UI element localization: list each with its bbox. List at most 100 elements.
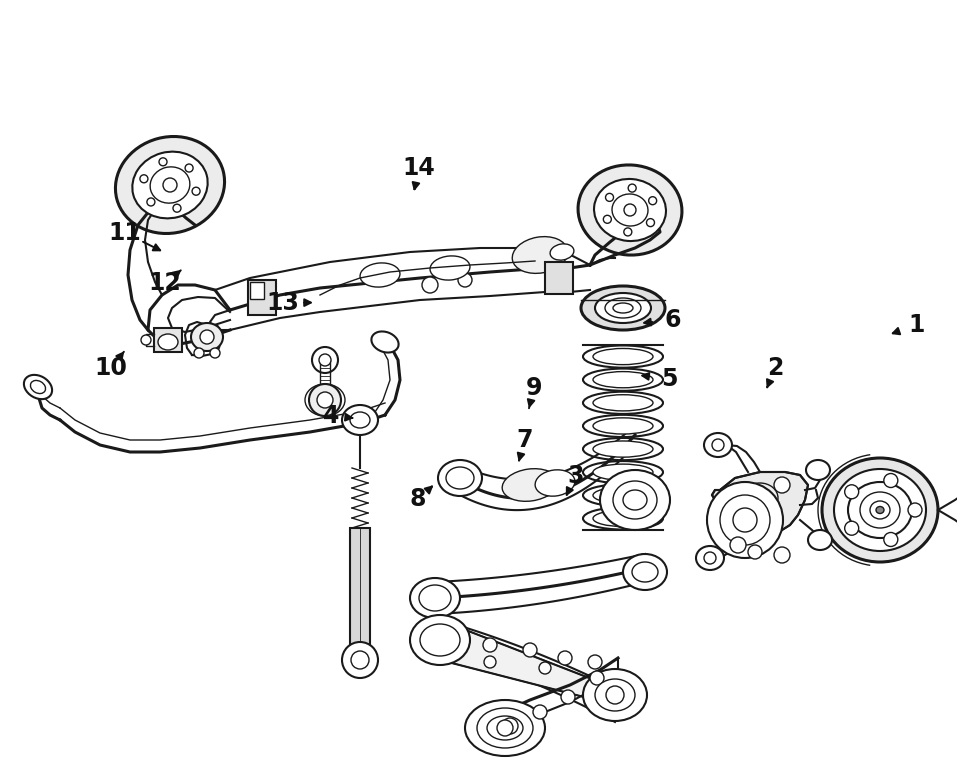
Ellipse shape xyxy=(593,349,653,365)
Text: 3: 3 xyxy=(568,464,585,488)
Ellipse shape xyxy=(512,236,568,273)
Ellipse shape xyxy=(583,669,647,721)
Ellipse shape xyxy=(593,395,653,411)
Circle shape xyxy=(845,521,858,535)
Ellipse shape xyxy=(371,331,399,353)
Ellipse shape xyxy=(583,484,663,507)
Ellipse shape xyxy=(632,562,658,582)
Ellipse shape xyxy=(583,507,663,530)
Ellipse shape xyxy=(191,323,223,351)
Ellipse shape xyxy=(550,244,574,260)
FancyBboxPatch shape xyxy=(250,282,264,299)
Ellipse shape xyxy=(583,346,663,367)
Ellipse shape xyxy=(158,334,178,350)
Circle shape xyxy=(484,656,496,668)
Text: 1: 1 xyxy=(908,313,925,337)
Circle shape xyxy=(561,690,575,704)
Circle shape xyxy=(431,631,449,649)
Circle shape xyxy=(173,204,181,213)
Circle shape xyxy=(192,187,200,196)
Circle shape xyxy=(845,485,858,499)
Ellipse shape xyxy=(593,441,653,457)
Circle shape xyxy=(908,503,922,517)
Ellipse shape xyxy=(605,298,641,318)
Ellipse shape xyxy=(583,369,663,391)
Ellipse shape xyxy=(860,492,900,528)
Ellipse shape xyxy=(593,511,653,527)
Ellipse shape xyxy=(410,578,460,618)
Text: 14: 14 xyxy=(403,156,435,180)
Circle shape xyxy=(606,193,613,202)
Ellipse shape xyxy=(876,507,884,514)
FancyBboxPatch shape xyxy=(545,262,573,294)
Circle shape xyxy=(428,591,442,605)
Circle shape xyxy=(730,537,746,553)
Circle shape xyxy=(884,474,898,487)
Circle shape xyxy=(624,204,636,216)
Ellipse shape xyxy=(465,700,545,756)
Polygon shape xyxy=(440,620,615,705)
Circle shape xyxy=(603,216,612,223)
Circle shape xyxy=(454,472,466,484)
Ellipse shape xyxy=(420,624,460,656)
Circle shape xyxy=(210,348,220,358)
Text: 7: 7 xyxy=(516,428,533,453)
Circle shape xyxy=(774,477,790,493)
Circle shape xyxy=(588,655,602,669)
Circle shape xyxy=(606,686,624,704)
Ellipse shape xyxy=(583,461,663,484)
Ellipse shape xyxy=(595,293,651,323)
Ellipse shape xyxy=(808,530,832,550)
Circle shape xyxy=(342,642,378,678)
Ellipse shape xyxy=(477,708,533,748)
FancyBboxPatch shape xyxy=(350,528,370,648)
Circle shape xyxy=(539,662,551,674)
Circle shape xyxy=(748,545,762,559)
Circle shape xyxy=(147,198,155,206)
Circle shape xyxy=(704,552,716,564)
Ellipse shape xyxy=(31,380,46,393)
Text: 11: 11 xyxy=(108,220,141,245)
Circle shape xyxy=(558,651,572,665)
Circle shape xyxy=(309,384,341,416)
Ellipse shape xyxy=(593,487,653,504)
Circle shape xyxy=(624,228,632,236)
Ellipse shape xyxy=(613,303,633,313)
Ellipse shape xyxy=(623,554,667,590)
FancyBboxPatch shape xyxy=(248,280,276,315)
Ellipse shape xyxy=(595,679,635,711)
Ellipse shape xyxy=(150,167,189,203)
Ellipse shape xyxy=(594,179,666,241)
Ellipse shape xyxy=(583,438,663,460)
Ellipse shape xyxy=(696,546,724,570)
Circle shape xyxy=(317,392,333,408)
Ellipse shape xyxy=(430,256,470,280)
Circle shape xyxy=(200,330,214,344)
Circle shape xyxy=(774,547,790,563)
Ellipse shape xyxy=(419,585,451,611)
Ellipse shape xyxy=(848,482,912,538)
Ellipse shape xyxy=(350,412,370,428)
Circle shape xyxy=(649,196,657,205)
Text: 8: 8 xyxy=(410,487,427,511)
Circle shape xyxy=(194,348,204,358)
Circle shape xyxy=(497,720,513,736)
Ellipse shape xyxy=(593,464,653,480)
Ellipse shape xyxy=(583,415,663,437)
Circle shape xyxy=(163,178,177,192)
Ellipse shape xyxy=(612,194,648,226)
Ellipse shape xyxy=(578,165,682,255)
Circle shape xyxy=(707,482,783,558)
Circle shape xyxy=(141,335,151,345)
Text: 12: 12 xyxy=(148,271,181,296)
Ellipse shape xyxy=(305,384,345,416)
Ellipse shape xyxy=(502,469,558,501)
Ellipse shape xyxy=(742,483,778,513)
Ellipse shape xyxy=(600,470,670,530)
Ellipse shape xyxy=(870,501,890,519)
Ellipse shape xyxy=(834,469,926,551)
Ellipse shape xyxy=(822,458,938,562)
Polygon shape xyxy=(712,472,808,532)
Circle shape xyxy=(712,439,724,451)
Ellipse shape xyxy=(438,460,482,496)
